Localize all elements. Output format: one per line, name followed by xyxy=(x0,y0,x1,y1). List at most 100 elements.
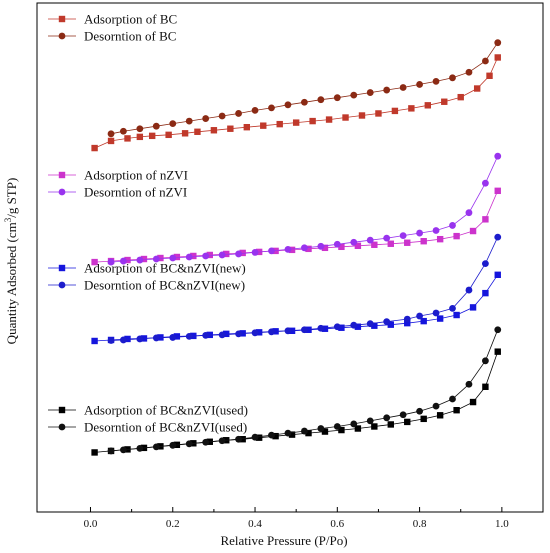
data-point xyxy=(494,187,501,195)
data-point xyxy=(173,253,181,261)
data-point xyxy=(404,418,411,426)
data-point xyxy=(152,334,160,342)
legend-middle-left: Adsorption of BC&nZVI(new) Desorntion of … xyxy=(48,261,246,293)
data-point xyxy=(169,120,177,128)
data-point xyxy=(321,244,329,252)
legend-top-left: Adsorption of BC Desorntion of BC xyxy=(48,12,177,44)
legend-label: Adsorption of BC&nZVI(new) xyxy=(84,261,246,276)
data-point xyxy=(486,72,493,79)
data-point xyxy=(119,446,127,454)
legend-marker xyxy=(58,15,66,23)
data-point xyxy=(350,91,358,99)
plot-border xyxy=(36,2,544,513)
data-point xyxy=(107,337,115,344)
data-point xyxy=(119,257,127,265)
data-point xyxy=(243,123,251,131)
data-point xyxy=(202,438,210,446)
data-point xyxy=(457,93,464,101)
data-point xyxy=(453,232,460,240)
data-point xyxy=(354,425,362,432)
data-point xyxy=(91,337,98,345)
y-axis-label-part: /g STP) xyxy=(4,178,19,218)
data-point xyxy=(449,305,456,312)
data-point xyxy=(107,130,115,138)
data-point xyxy=(321,325,329,332)
data-point xyxy=(366,417,374,425)
data-point xyxy=(185,332,193,340)
x-tick-label: 0.4 xyxy=(248,518,262,530)
data-point xyxy=(169,334,177,341)
data-point xyxy=(91,144,98,152)
data-point xyxy=(169,441,177,449)
data-point xyxy=(383,318,391,326)
data-point xyxy=(148,132,156,140)
data-point xyxy=(469,398,477,406)
data-point xyxy=(284,245,292,253)
data-point xyxy=(375,110,382,117)
x-tick-label: 0.2 xyxy=(166,518,180,530)
data-point xyxy=(317,96,325,104)
legend-label: Adsorption of BC&nZVI(used) xyxy=(84,403,248,418)
data-point xyxy=(350,321,358,329)
y-axis-label-superscript: 3 xyxy=(3,217,13,222)
data-point xyxy=(157,254,164,262)
data-point xyxy=(300,244,308,252)
data-point xyxy=(449,74,456,82)
data-point xyxy=(300,98,308,106)
data-point xyxy=(317,425,325,432)
y-axis-label: Quantity Adsorbed (cm3/g STP) xyxy=(3,178,19,345)
data-point xyxy=(268,247,275,255)
data-point xyxy=(366,236,374,244)
legend-marker xyxy=(58,264,66,272)
data-point xyxy=(124,135,131,142)
data-point xyxy=(465,380,473,388)
data-point xyxy=(194,128,201,135)
data-point xyxy=(272,432,279,440)
data-point xyxy=(235,250,242,258)
data-point xyxy=(338,324,345,331)
data-point xyxy=(494,271,501,279)
data-point xyxy=(465,68,473,76)
data-point xyxy=(317,242,325,250)
data-point xyxy=(268,328,275,336)
data-point xyxy=(284,429,292,437)
data-point xyxy=(333,94,341,102)
data-point xyxy=(152,255,160,263)
legend-lower-left: Adsorption of BC&nZVI(used) Desorntion of… xyxy=(48,403,248,435)
legend-marker xyxy=(58,32,66,40)
x-tick-label: 0.0 xyxy=(84,518,98,530)
series-7 xyxy=(107,326,502,455)
data-point xyxy=(482,357,489,365)
data-point xyxy=(333,323,341,331)
data-point xyxy=(300,326,308,334)
data-point xyxy=(432,309,440,317)
data-point xyxy=(436,315,444,322)
data-point xyxy=(371,322,378,329)
data-point xyxy=(239,436,246,443)
data-point xyxy=(325,116,333,123)
data-point xyxy=(268,431,275,439)
data-point xyxy=(251,329,259,337)
data-point xyxy=(165,131,172,139)
data-point xyxy=(317,324,325,332)
data-point xyxy=(124,256,131,264)
data-point xyxy=(202,115,210,122)
data-point xyxy=(136,444,144,452)
data-point xyxy=(321,428,329,435)
data-point xyxy=(276,120,283,128)
data-point xyxy=(223,330,230,338)
data-point xyxy=(185,117,193,125)
data-point xyxy=(416,407,423,415)
data-point xyxy=(206,251,213,259)
data-point xyxy=(436,412,444,419)
data-point xyxy=(284,327,292,335)
data-point xyxy=(482,57,489,65)
data-point xyxy=(432,402,440,410)
data-point xyxy=(482,179,489,187)
data-point xyxy=(218,112,226,120)
data-point xyxy=(350,238,358,246)
data-point xyxy=(333,423,341,430)
data-point xyxy=(227,125,234,132)
data-point xyxy=(420,415,427,423)
y-axis-label-part: Quantity Adsorbed (cm xyxy=(4,222,19,344)
